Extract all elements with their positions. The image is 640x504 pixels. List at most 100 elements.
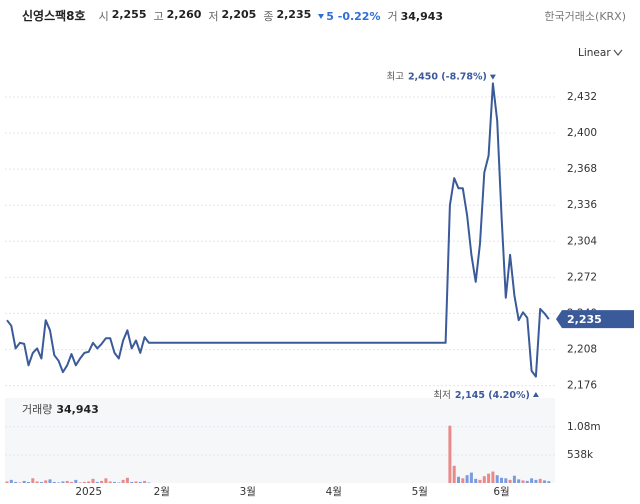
volume-bar bbox=[104, 478, 108, 483]
annotation: 최저 2,145 (4.20%) bbox=[433, 390, 529, 401]
quote-header: 신영스팩8호 시 2,255 고 2,260 저 2,205 종 2,235 5 -0.22%… bbox=[22, 7, 443, 24]
y-tick-label: 2,176 bbox=[567, 380, 597, 392]
stock-name: 신영스팩8호 bbox=[22, 9, 86, 23]
volume-bar bbox=[31, 478, 35, 483]
quote-label: 저 bbox=[208, 10, 219, 23]
volume-bar bbox=[147, 482, 151, 483]
volume-bar bbox=[530, 478, 534, 483]
x-tick-label: 4월 bbox=[326, 486, 342, 498]
volume-value: 34,943 bbox=[400, 10, 444, 23]
volume-bar bbox=[500, 477, 503, 483]
volume-bar bbox=[57, 482, 61, 483]
exchange: 한국거래소(KRX) bbox=[544, 10, 626, 23]
volume-bar bbox=[117, 482, 121, 483]
volume-bar bbox=[474, 478, 478, 483]
volume-bar bbox=[543, 480, 546, 483]
quotes: 시 2,255 고 2,260 저 2,205 종 2,235 bbox=[95, 8, 312, 24]
quote-label: 고 bbox=[153, 10, 164, 23]
volume-bar bbox=[465, 475, 469, 483]
volume-bar bbox=[35, 481, 39, 483]
change: 5 -0.22% bbox=[314, 10, 380, 23]
volume-bar bbox=[14, 481, 18, 483]
quote-label: 종 bbox=[263, 10, 274, 23]
volume-bar bbox=[78, 482, 82, 483]
volume-bar bbox=[108, 481, 112, 483]
volume-bar bbox=[61, 481, 65, 483]
volume-bar bbox=[512, 475, 516, 483]
volume-bar bbox=[65, 480, 69, 483]
price-line bbox=[6, 82, 550, 378]
price-label-box bbox=[556, 310, 634, 329]
volume-bar bbox=[491, 471, 495, 483]
volume-bar bbox=[517, 479, 521, 483]
volume-bar bbox=[469, 472, 473, 483]
volume-bar bbox=[143, 480, 147, 483]
volume-bar bbox=[138, 481, 142, 483]
volume-bar bbox=[482, 476, 486, 483]
volume-label: 거 bbox=[387, 10, 398, 23]
volume-bar bbox=[52, 481, 56, 483]
y-tick-label: 2,432 bbox=[567, 91, 597, 103]
y-tick-label: 2,400 bbox=[567, 127, 597, 139]
volume-pane bbox=[5, 398, 555, 483]
scale-button[interactable]: Linear bbox=[578, 47, 611, 59]
volume-bar bbox=[457, 476, 460, 483]
volume-bar bbox=[74, 479, 78, 483]
x-tick-label: 5월 bbox=[412, 486, 428, 498]
quote-value: 2,260 bbox=[166, 8, 202, 21]
volume-title: 거래량 34,943 bbox=[22, 403, 99, 416]
x-tick-label: 6월 bbox=[493, 486, 509, 498]
x-tick-label: 2025 bbox=[75, 486, 102, 498]
volume-bar bbox=[461, 478, 465, 483]
annotation-label: 최고 bbox=[386, 71, 404, 82]
volume-bar bbox=[27, 481, 30, 483]
volume-bar bbox=[100, 480, 104, 483]
volume-bar bbox=[521, 480, 525, 483]
volume-bar bbox=[18, 482, 22, 483]
volume-bar bbox=[48, 479, 52, 483]
x-tick-label: 2월 bbox=[154, 486, 170, 498]
y-tick-label: 2,336 bbox=[567, 199, 597, 211]
volume-bar bbox=[134, 481, 138, 483]
volume-bar bbox=[39, 481, 43, 483]
quote-value: 2,205 bbox=[221, 8, 257, 21]
volume-title-label: 거래량 bbox=[22, 403, 52, 416]
y-tick-label: 2,368 bbox=[567, 163, 597, 175]
volume-bar bbox=[95, 481, 99, 483]
volume-bar bbox=[452, 465, 456, 483]
dropdown-icon[interactable] bbox=[613, 49, 623, 56]
volume-bar bbox=[91, 478, 95, 483]
volume-bar bbox=[547, 481, 551, 483]
volume-bar bbox=[82, 481, 86, 483]
volume-bar bbox=[448, 425, 452, 483]
volume-bar bbox=[9, 479, 13, 483]
x-tick-label: 3월 bbox=[240, 486, 256, 498]
annotation: 최고 2,450 (-8.78%) bbox=[386, 71, 486, 82]
annotation-marker bbox=[532, 392, 539, 397]
y-tick-label: 2,272 bbox=[567, 271, 597, 283]
y-tick-label: 538k bbox=[567, 449, 594, 461]
volume-bar bbox=[87, 481, 91, 483]
volume-bar bbox=[538, 478, 542, 483]
price-label: 2,235 bbox=[567, 313, 602, 326]
annotation-text: 2,145 (4.20%) bbox=[455, 390, 530, 401]
y-tick-label: 2,304 bbox=[567, 235, 597, 247]
change-value: 5 bbox=[326, 10, 334, 23]
volume-bar bbox=[113, 481, 116, 483]
volume-bar bbox=[478, 479, 482, 483]
annotation-label: 최저 bbox=[433, 390, 450, 401]
volume-bar bbox=[5, 481, 9, 483]
quote-value: 2,255 bbox=[111, 8, 147, 21]
volume-bar bbox=[70, 481, 73, 483]
volume-bar bbox=[22, 480, 26, 483]
change-pct: -0.22% bbox=[337, 10, 381, 23]
volume-bar bbox=[44, 480, 48, 483]
volume-bar bbox=[534, 479, 538, 483]
volume-title-value: 34,943 bbox=[56, 403, 98, 416]
y-tick-label: 2,208 bbox=[567, 344, 597, 356]
quote-value: 2,235 bbox=[276, 8, 312, 21]
volume-bar bbox=[130, 481, 134, 483]
annotation-marker bbox=[489, 74, 496, 80]
volume-bar bbox=[504, 478, 508, 483]
